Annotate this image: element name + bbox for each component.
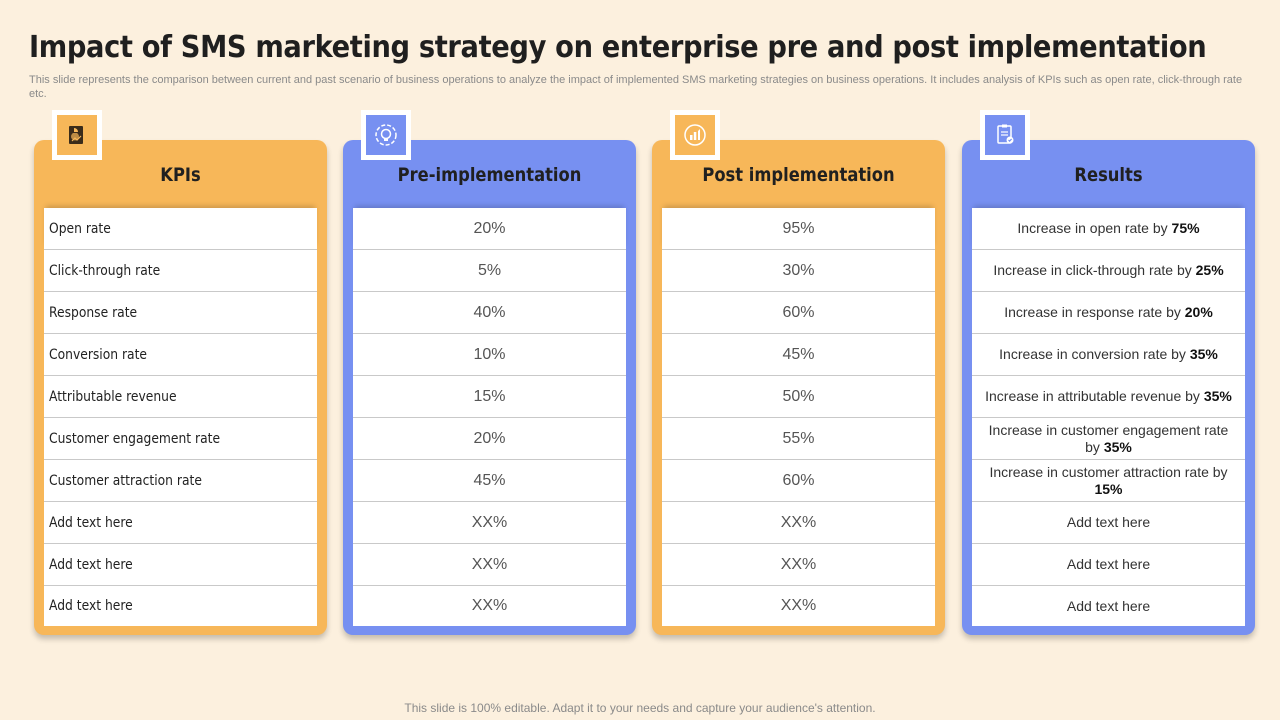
kpi-label: Conversion rate — [49, 346, 148, 363]
table-row: 95% — [662, 208, 935, 250]
table-row: Add text here — [44, 586, 317, 626]
kpis-title: KPIs — [160, 164, 201, 186]
kpi-label: Add text here — [49, 598, 133, 614]
table-row: 60% — [662, 460, 935, 502]
footer-note: This slide is 100% editable. Adapt it to… — [404, 701, 876, 715]
table-row: Increase in conversion rate by 35% — [972, 334, 1245, 376]
table-row: Customer attraction rate — [44, 460, 317, 502]
table-row: Conversion rate — [44, 334, 317, 376]
table-row: Open rate — [44, 208, 317, 250]
table-row: 30% — [662, 250, 935, 292]
lightbulb-gear-icon — [366, 115, 406, 155]
table-row: Increase in open rate by 75% — [972, 208, 1245, 250]
result-text: Increase in attributable revenue by — [985, 388, 1204, 404]
table-row: Add text here — [972, 502, 1245, 544]
results-icon-box — [980, 110, 1030, 160]
post-implementation-icon-box — [670, 110, 720, 160]
table-row: 50% — [662, 376, 935, 418]
clipboard-check-icon — [985, 115, 1025, 155]
table-row: 45% — [662, 334, 935, 376]
result-text: Increase in response rate by — [1004, 304, 1185, 320]
results-rows: Increase in open rate by 75% Increase in… — [972, 208, 1245, 626]
kpis-card: KPIs Open rate Click-through rate Respon… — [34, 110, 327, 635]
table-row: 60% — [662, 292, 935, 334]
post-implementation-rows: 95% 30% 60% 45% 50% 55% 60% XX% XX% XX% — [662, 208, 935, 626]
pre-implementation-icon-box — [361, 110, 411, 160]
table-row: XX% — [353, 502, 626, 544]
table-row: Response rate — [44, 292, 317, 334]
table-row: Increase in customer engagement rate by … — [972, 418, 1245, 460]
table-row: Attributable revenue — [44, 376, 317, 418]
table-row: Add text here — [972, 586, 1245, 626]
result-value: 35% — [1189, 346, 1218, 362]
table-row: XX% — [662, 502, 935, 544]
table-row: 10% — [353, 334, 626, 376]
kpi-label: Customer engagement rate — [49, 430, 221, 447]
table-row: 40% — [353, 292, 626, 334]
table-row: XX% — [353, 586, 626, 626]
slide-subtitle: This slide represents the comparison bet… — [29, 74, 1243, 100]
table-row: Increase in attributable revenue by 35% — [972, 376, 1245, 418]
result-text: Add text here — [1066, 556, 1151, 572]
result-text: Add text here — [1066, 597, 1151, 614]
table-row: XX% — [353, 544, 626, 586]
result-text: Increase in customer attraction rate by — [989, 463, 1228, 480]
table-row: 20% — [353, 418, 626, 460]
kpi-label: Click-through rate — [49, 262, 161, 279]
rocket-chart-icon — [675, 115, 715, 155]
kpis-rows: Open rate Click-through rate Response ra… — [44, 208, 317, 626]
kpi-label: Add text here — [49, 514, 133, 531]
table-row: Increase in click-through rate by 25% — [972, 250, 1245, 292]
table-row: 5% — [353, 250, 626, 292]
table-row: Customer engagement rate — [44, 418, 317, 460]
table-row: 45% — [353, 460, 626, 502]
table-row: Increase in response rate by 20% — [972, 292, 1245, 334]
pre-implementation-card: Pre-implementation 20% 5% 40% 10% 15% 20… — [343, 110, 636, 635]
result-value: 15% — [1094, 480, 1123, 497]
result-value: 25% — [1195, 262, 1224, 278]
table-row: Click-through rate — [44, 250, 317, 292]
kpi-label: Response rate — [49, 304, 138, 321]
slide-title: Impact of SMS marketing strategy on ente… — [29, 30, 1207, 65]
table-row: XX% — [662, 544, 935, 586]
table-row: Increase in customer attraction rate by … — [972, 460, 1245, 502]
table-row: Add text here — [44, 544, 317, 586]
result-text: Add text here — [1066, 514, 1151, 530]
result-text: Increase in open rate by — [1017, 220, 1172, 236]
table-row: Add text here — [44, 502, 317, 544]
document-chart-icon — [57, 115, 97, 155]
table-row: 15% — [353, 376, 626, 418]
kpi-label: Add text here — [49, 556, 133, 573]
result-value: 35% — [1203, 388, 1232, 404]
post-implementation-title: Post implementation — [702, 164, 895, 186]
table-row: 55% — [662, 418, 935, 460]
results-title: Results — [1074, 164, 1143, 186]
results-card: Results Increase in open rate by 75% Inc… — [962, 110, 1255, 635]
kpi-label: Attributable revenue — [49, 388, 177, 405]
result-text: Increase in click-through rate by — [993, 262, 1196, 278]
kpi-label: Open rate — [49, 220, 111, 237]
pre-implementation-title: Pre-implementation — [397, 164, 582, 186]
kpi-label: Customer attraction rate — [49, 472, 202, 489]
pre-implementation-rows: 20% 5% 40% 10% 15% 20% 45% XX% XX% XX% — [353, 208, 626, 626]
result-value: 20% — [1184, 304, 1213, 320]
result-value: 75% — [1171, 220, 1200, 236]
table-row: XX% — [662, 586, 935, 626]
post-implementation-card: Post implementation 95% 30% 60% 45% 50% … — [652, 110, 945, 635]
table-row: 20% — [353, 208, 626, 250]
table-row: Add text here — [972, 544, 1245, 586]
kpis-icon-box — [52, 110, 102, 160]
result-text: Increase in conversion rate by — [999, 346, 1190, 362]
result-text: Increase in customer engagement rate by — [988, 421, 1229, 455]
result-value: 35% — [1103, 438, 1132, 455]
